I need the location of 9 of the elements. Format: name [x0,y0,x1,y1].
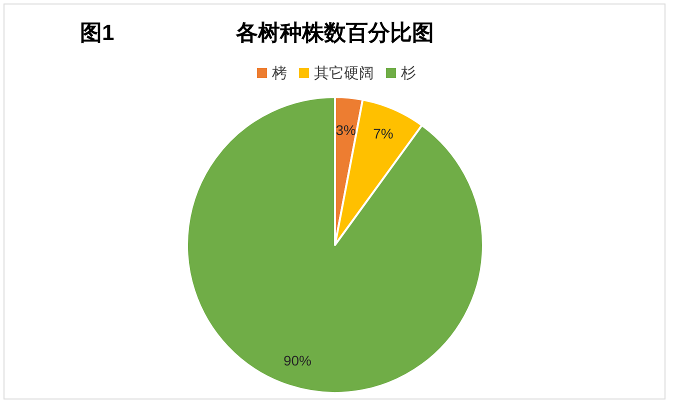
legend-label: 其它硬阔 [314,65,374,82]
pie-slice [186,96,484,394]
caption: 图1 [80,20,114,45]
data-label: 3% [336,122,356,138]
data-label: 7% [373,126,394,142]
data-label: 90% [283,352,312,368]
legend-label: 杉 [400,65,416,82]
chart-title: 各树种株数百分比图 [235,20,434,45]
legend-label: 栲 [271,65,287,82]
